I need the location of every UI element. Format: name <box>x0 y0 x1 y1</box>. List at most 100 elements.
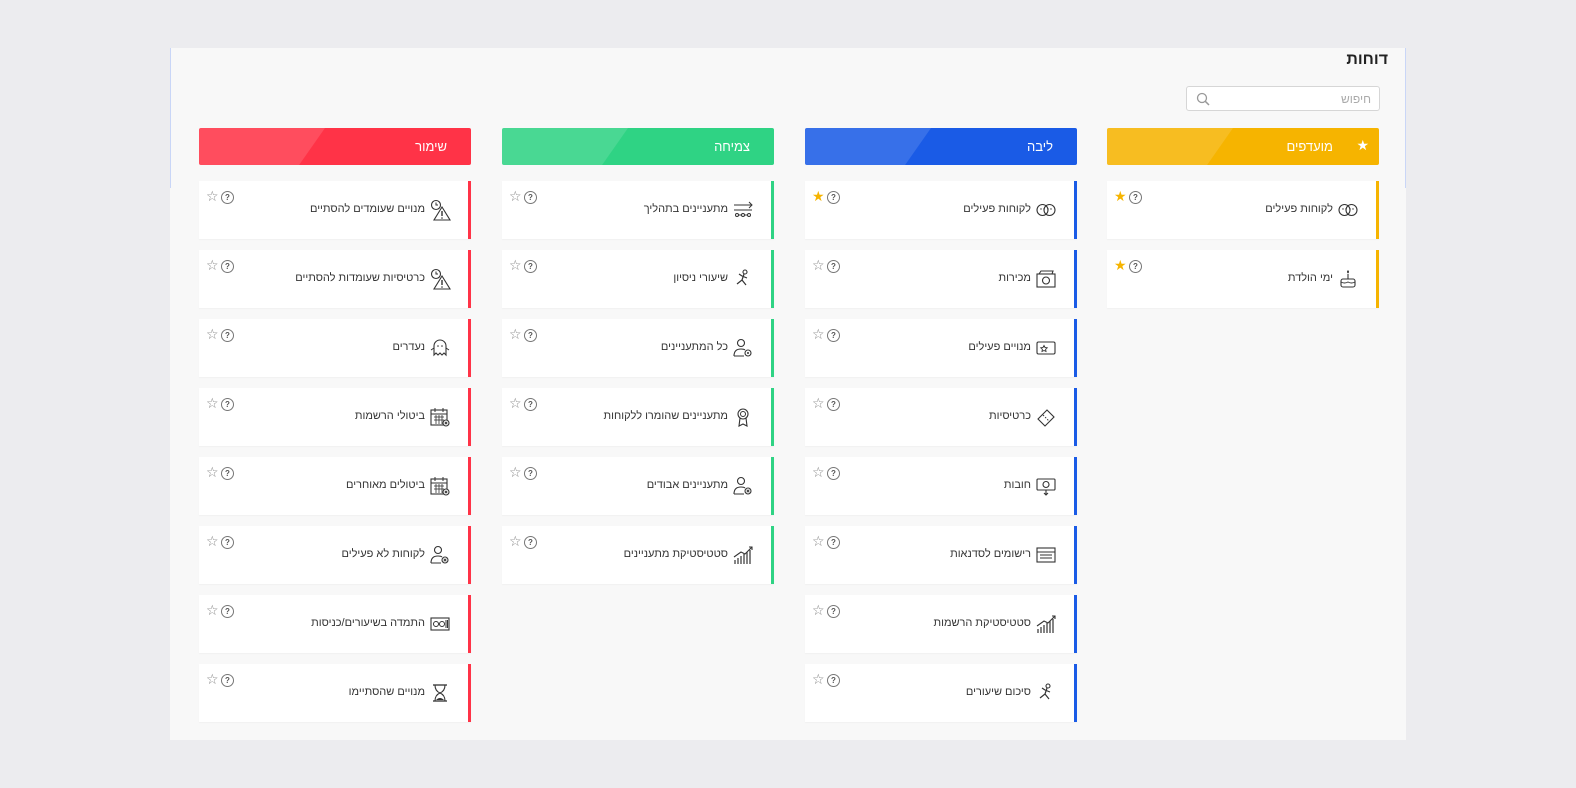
report-card[interactable]: כרטיסיות שעומדות להסתיים ☆? <box>199 250 471 308</box>
help-icon[interactable]: ? <box>1129 191 1142 204</box>
report-card[interactable]: מנויים שעומדים להסתיים ☆? <box>199 181 471 239</box>
favorite-star-icon[interactable]: ☆ <box>206 671 219 687</box>
report-title[interactable]: שיעורי ניסיון <box>673 272 728 284</box>
favorite-star-icon[interactable]: ☆ <box>509 188 522 204</box>
favorite-star-icon[interactable]: ☆ <box>812 326 825 342</box>
report-title[interactable]: מתעניינים בתהליך <box>643 203 728 215</box>
report-card[interactable]: מכירות ☆? <box>805 250 1077 308</box>
report-title[interactable]: סטטיסטיקת מתעניינים <box>623 548 728 560</box>
help-icon[interactable]: ? <box>1129 260 1142 273</box>
help-icon[interactable]: ? <box>827 674 840 687</box>
favorite-star-icon[interactable]: ☆ <box>206 395 219 411</box>
favorite-star-icon[interactable]: ☆ <box>509 533 522 549</box>
report-card[interactable]: סיכום שיעורים ☆? <box>805 664 1077 722</box>
help-icon[interactable]: ? <box>221 329 234 342</box>
report-card[interactable]: לקוחות לא פעילים ☆? <box>199 526 471 584</box>
report-title[interactable]: ימי הולדת <box>1287 272 1333 284</box>
help-icon[interactable]: ? <box>827 536 840 549</box>
report-card[interactable]: כל המתעניינים ☆? <box>502 319 774 377</box>
help-icon[interactable]: ? <box>221 467 234 480</box>
report-card[interactable]: התמדה בשיעורים/כניסות ☆? <box>199 595 471 653</box>
report-card[interactable]: ביטולים מאוחרים ☆? <box>199 457 471 515</box>
favorite-star-icon[interactable]: ★ <box>812 188 825 204</box>
help-icon[interactable]: ? <box>524 329 537 342</box>
report-card[interactable]: סטטיסטיקת הרשמות ☆? <box>805 595 1077 653</box>
report-title[interactable]: ביטולים מאוחרים <box>346 479 425 491</box>
help-icon[interactable]: ? <box>524 191 537 204</box>
report-card[interactable]: סטטיסטיקת מתעניינים ☆? <box>502 526 774 584</box>
favorite-star-icon[interactable]: ☆ <box>812 671 825 687</box>
help-icon[interactable]: ? <box>221 191 234 204</box>
report-title[interactable]: סיכום שיעורים <box>965 686 1031 698</box>
report-title[interactable]: רישומים לסדנאות <box>950 548 1031 560</box>
report-card[interactable]: מתעניינים שהומרו ללקוחות ☆? <box>502 388 774 446</box>
column-header-retention[interactable]: שימור <box>199 128 471 165</box>
help-icon[interactable]: ? <box>221 605 234 618</box>
favorite-star-icon[interactable]: ☆ <box>206 533 219 549</box>
report-card[interactable]: רישומים לסדנאות ☆? <box>805 526 1077 584</box>
report-title[interactable]: מנויים שעומדים להסתיים <box>309 203 425 215</box>
favorite-star-icon[interactable]: ☆ <box>812 395 825 411</box>
report-card[interactable]: שיעורי ניסיון ☆? <box>502 250 774 308</box>
column-header-core[interactable]: ליבה <box>805 128 1077 165</box>
report-title[interactable]: לקוחות לא פעילים <box>341 548 425 560</box>
favorite-star-icon[interactable]: ☆ <box>509 395 522 411</box>
report-title[interactable]: כרטיסיות שעומדות להסתיים <box>295 272 425 284</box>
favorite-star-icon[interactable]: ☆ <box>812 533 825 549</box>
report-title[interactable]: לקוחות פעילים <box>963 203 1031 215</box>
report-card[interactable]: לקוחות פעילים ★? <box>1107 181 1379 239</box>
favorite-star-icon[interactable]: ☆ <box>812 257 825 273</box>
favorite-star-icon[interactable]: ☆ <box>206 188 219 204</box>
help-icon[interactable]: ? <box>221 536 234 549</box>
favorite-star-icon[interactable]: ☆ <box>509 257 522 273</box>
favorite-star-icon[interactable]: ★ <box>1114 257 1127 273</box>
report-title[interactable]: מתעניינים אבודים <box>646 479 728 491</box>
favorite-star-icon[interactable]: ★ <box>1114 188 1127 204</box>
favorite-star-icon[interactable]: ☆ <box>509 326 522 342</box>
report-card[interactable]: ימי הולדת ★? <box>1107 250 1379 308</box>
report-title[interactable]: מתעניינים שהומרו ללקוחות <box>603 410 728 422</box>
report-card[interactable]: לקוחות פעילים ★? <box>805 181 1077 239</box>
help-icon[interactable]: ? <box>827 467 840 480</box>
help-icon[interactable]: ? <box>524 260 537 273</box>
favorite-star-icon[interactable]: ☆ <box>206 257 219 273</box>
help-icon[interactable]: ? <box>827 191 840 204</box>
help-icon[interactable]: ? <box>221 398 234 411</box>
favorite-star-icon[interactable]: ☆ <box>206 602 219 618</box>
column-header-favorites[interactable]: ★ מועדפים <box>1107 128 1379 165</box>
report-card[interactable]: מתעניינים אבודים ☆? <box>502 457 774 515</box>
help-icon[interactable]: ? <box>221 674 234 687</box>
report-card[interactable]: נעדרים ☆? <box>199 319 471 377</box>
favorite-star-icon[interactable]: ☆ <box>812 602 825 618</box>
search-box[interactable] <box>1186 86 1380 111</box>
report-title[interactable]: התמדה בשיעורים/כניסות <box>311 617 425 629</box>
report-title[interactable]: מכירות <box>998 272 1031 284</box>
help-icon[interactable]: ? <box>827 260 840 273</box>
report-title[interactable]: חובות <box>1003 479 1031 491</box>
report-card[interactable]: מנויים שהסתיימו ☆? <box>199 664 471 722</box>
help-icon[interactable]: ? <box>524 398 537 411</box>
report-title[interactable]: כרטיסיות <box>989 410 1031 422</box>
help-icon[interactable]: ? <box>827 329 840 342</box>
report-title[interactable]: נעדרים <box>392 341 425 353</box>
search-icon[interactable] <box>1196 92 1210 106</box>
favorite-star-icon[interactable]: ☆ <box>206 464 219 480</box>
report-card[interactable]: כרטיסיות ☆? <box>805 388 1077 446</box>
favorite-star-icon[interactable]: ☆ <box>206 326 219 342</box>
column-header-growth[interactable]: צמיחה <box>502 128 774 165</box>
search-input[interactable] <box>1221 87 1371 110</box>
help-icon[interactable]: ? <box>827 605 840 618</box>
report-card[interactable]: מתעניינים בתהליך ☆? <box>502 181 774 239</box>
favorite-star-icon[interactable]: ☆ <box>812 464 825 480</box>
report-card[interactable]: מנויים פעילים ☆? <box>805 319 1077 377</box>
report-title[interactable]: מנויים שהסתיימו <box>348 686 425 698</box>
help-icon[interactable]: ? <box>524 536 537 549</box>
report-title[interactable]: סטטיסטיקת הרשמות <box>933 617 1031 629</box>
report-title[interactable]: מנויים פעילים <box>968 341 1031 353</box>
help-icon[interactable]: ? <box>221 260 234 273</box>
report-card[interactable]: חובות ☆? <box>805 457 1077 515</box>
report-title[interactable]: לקוחות פעילים <box>1265 203 1333 215</box>
report-title[interactable]: ביטולי הרשמות <box>354 410 425 422</box>
report-title[interactable]: כל המתעניינים <box>660 341 728 353</box>
help-icon[interactable]: ? <box>827 398 840 411</box>
